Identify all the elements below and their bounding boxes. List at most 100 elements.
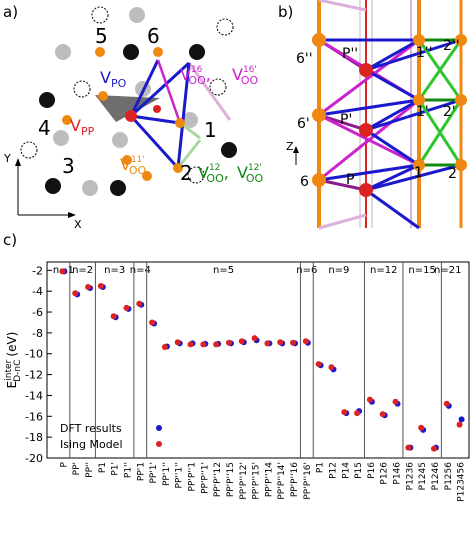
panel-c-label: c) <box>3 231 17 249</box>
x-tick-label: PP'P''15' <box>252 462 262 500</box>
group-label: n=12 <box>370 265 397 276</box>
x-tick-label: PP'P''1 <box>188 462 198 491</box>
ising-point <box>187 341 194 348</box>
label-1pp: 1'' <box>416 45 433 61</box>
lattice-atoms <box>20 6 237 196</box>
black-atom <box>123 44 139 60</box>
group-label: n=4 <box>130 265 151 276</box>
label-2: 2 <box>448 166 457 182</box>
ising-point <box>213 341 220 348</box>
y-axis-label: Y <box>3 152 11 165</box>
panel-c: c) EinterD-nC(eV) -2 -4 -6 -8 -10 -12 -14 -16 -1… <box>3 231 470 502</box>
ising-point <box>366 396 373 403</box>
x-tick-label: PP'P''16 <box>290 462 300 497</box>
label-6p: 6' <box>297 116 310 132</box>
ising-point <box>341 409 348 416</box>
y-axis-title: EinterD-nC(eV) <box>4 332 23 389</box>
x-tick-label: PP'1' <box>149 462 159 484</box>
x-tick-label: P123456 <box>457 462 467 502</box>
x-tick-label: PP'1'' <box>162 462 172 486</box>
x-tick-label: P <box>59 461 69 467</box>
3d-atoms <box>312 33 467 197</box>
x-tick-label: P146 <box>393 462 403 485</box>
group-label: n=21 <box>434 265 461 276</box>
y-tick-label: -2 <box>32 264 43 277</box>
label-2pp: 2'' <box>443 38 460 54</box>
site-4: 4 <box>38 116 51 140</box>
x-tick-label: P12 <box>328 462 338 479</box>
x-tick-label: PP'P''1' <box>200 462 210 494</box>
x-tick-label: P16 <box>367 462 377 479</box>
black-atom <box>45 178 61 194</box>
y-tick-label: -18 <box>25 431 43 444</box>
ising-point <box>379 411 386 418</box>
gray-atom <box>53 130 69 146</box>
ising-point <box>97 282 104 289</box>
ising-point <box>59 268 66 275</box>
label-ppp: P'' <box>342 46 358 62</box>
panel-b-label: b) <box>278 3 293 21</box>
hollow-atom <box>187 166 205 184</box>
ising-point <box>251 335 258 342</box>
dft-point <box>458 416 465 423</box>
ising-point <box>136 300 143 307</box>
label-p: P <box>346 172 354 188</box>
x-tick-label: PP''1'' <box>175 462 185 488</box>
x-tick-label: P14 <box>341 462 351 479</box>
group-label: n=3 <box>104 265 125 276</box>
label-pp: P' <box>340 112 352 128</box>
x-tick-label: PP'P''14 <box>264 462 274 497</box>
gray-atom <box>112 132 128 148</box>
x-tick-label: PP'P''16' <box>303 462 313 500</box>
x-tick-labels: P PP' PP'' P1 P1' P1'' PP'1 PP'1' PP'1'' PP''1'' P… <box>59 461 466 501</box>
site-3: 3 <box>62 154 75 178</box>
plot-frame <box>46 261 470 459</box>
group-dividers: n=1n=2n=3n=4n=5n=6n=9n=12n=15n=21 <box>53 262 462 458</box>
x-tick-label: P1245 <box>418 462 428 490</box>
hollow-atom <box>20 141 38 159</box>
black-atom <box>39 92 55 108</box>
y-tick-label: -16 <box>25 410 43 423</box>
v-pp-label: VPP <box>70 116 95 138</box>
black-atom <box>110 180 126 196</box>
site-2: 2 <box>180 161 193 185</box>
ising-point <box>418 424 425 431</box>
ising-point <box>110 313 117 320</box>
ising-point <box>225 339 232 346</box>
pp-triangle <box>95 95 160 122</box>
ising-point <box>238 338 245 345</box>
ising-point <box>123 304 130 311</box>
panel-a-label: a) <box>3 3 18 21</box>
legend: DFT results Ising Model <box>60 422 162 451</box>
x-tick-label: P1256 <box>444 462 454 491</box>
hollow-atom <box>209 78 227 96</box>
ising-point <box>290 339 297 346</box>
ising-point <box>174 339 181 346</box>
label-6pp: 6'' <box>296 51 313 67</box>
label-1p: 1' <box>416 104 429 120</box>
v-oo16-label: V16 OO, <box>180 65 211 87</box>
v-po-label: VPO <box>100 68 127 90</box>
group-label: n=15 <box>408 265 435 276</box>
ising-point <box>161 343 168 350</box>
hollow-atom <box>73 80 91 98</box>
x-axis-label: X <box>74 218 82 231</box>
ising-point <box>315 361 322 368</box>
gray-atom <box>182 112 198 128</box>
ising-point <box>264 340 271 347</box>
y-tick-label: -20 <box>25 452 43 465</box>
y-ticks: -2 -4 -6 -8 -10 -12 -14 -16 -18 -20 <box>25 264 52 465</box>
x-tick-label: P1 <box>316 462 326 473</box>
orange-atoms <box>62 47 185 181</box>
ising-point <box>149 319 156 326</box>
x-tick-label: PP'P''12' <box>239 462 249 500</box>
v-oo12-label: V12 OO, <box>198 163 229 185</box>
data-points <box>59 268 465 452</box>
v-oo11-label: V11' OO <box>120 155 147 177</box>
group-label: n=6 <box>296 265 317 276</box>
site-5: 5 <box>95 24 108 48</box>
hollow-atom <box>91 6 109 24</box>
ising-point <box>392 398 399 405</box>
x-tick-label: P1 <box>98 462 108 473</box>
